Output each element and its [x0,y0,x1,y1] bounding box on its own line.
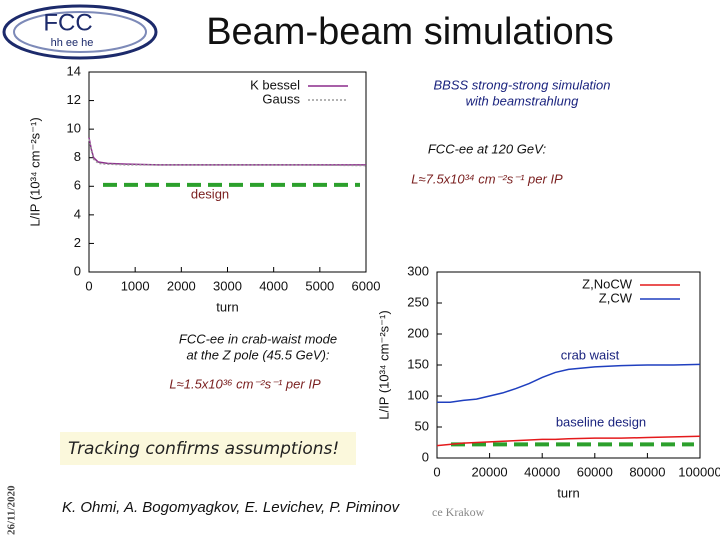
chart: 0 50 100 150 200 250 300 0 20000 40000 60000 80000 1… [376,258,720,540]
callout-box [60,432,356,465]
series-line [88,138,367,167]
x-tick-label: 1000 [121,278,150,293]
note: crab waist [561,347,620,362]
series-line [436,435,701,447]
y-tick-label: 2 [74,235,81,250]
x-tick-label: 4000 [259,278,288,293]
series-line [437,363,701,403]
x-tick-label: 20000 [472,464,508,479]
legend-label: Gauss [262,91,300,106]
y-tick-label: 50 [415,418,429,433]
reference-label: design [191,186,229,201]
authors: K. Ohmi, A. Bogomyagkov, E. Levichev, P.… [62,499,401,516]
y-axis-label: L/IP (10³⁴ cm⁻²s⁻¹) [376,310,391,419]
y-tick-label: 250 [407,294,429,309]
logo-text: FCC [43,9,92,36]
note: L≈7.5x10³⁴ cm⁻²s⁻¹ per IP [411,171,563,186]
note: L≈1.5x10³⁶ cm⁻²s⁻¹ per IP [169,376,321,391]
y-tick-label: 0 [422,449,429,464]
logo-sub: hh ee he [51,37,94,49]
y-tick-label: 6 [74,178,81,193]
x-axis-label: turn [216,299,238,314]
x-tick-label: 80000 [629,464,665,479]
y-tick-label: 200 [407,325,429,340]
note: FCC-ee at 120 GeV: [428,141,547,156]
series-line [88,137,366,166]
legend-label: Z,NoCW [582,276,633,291]
plot-frame [88,71,367,273]
x-tick-label: 6000 [352,278,381,293]
y-tick-label: 8 [74,149,81,164]
x-tick-label: 0 [433,464,440,479]
logo: FCC hh ee he [2,4,158,60]
slide-title: Beam-beam simulations [206,11,614,53]
x-tick-label: 0 [85,278,92,293]
y-tick-label: 10 [67,121,81,136]
note: baseline design [556,414,646,429]
note: BBSS strong-strong simulation [433,77,610,92]
y-tick-label: 100 [407,387,429,402]
x-axis-label: turn [557,485,579,500]
y-axis-label: L/IP (10³⁴ cm⁻²s⁻¹) [27,117,42,226]
chart-bg [398,258,720,540]
note: FCC-ee in crab-waist mode [179,331,337,346]
legend-label: Z,CW [599,290,633,305]
x-tick-label: 5000 [305,278,334,293]
chart: 0 2 4 6 8 10 12 14 0 1000 2000 3000 4000 5000 6000 turn… [27,63,380,314]
legend-label: K bessel [250,77,300,92]
date: 26/11/2020 [6,485,18,535]
place: ce Krakow [432,505,485,519]
logo-ring [13,11,147,53]
note: at the Z pole (45.5 GeV): [186,347,329,362]
x-tick-label: 100000 [678,464,720,479]
callout: Tracking confirms assumptions! [68,439,339,459]
y-tick-label: 300 [407,263,429,278]
x-tick-label: 40000 [524,464,560,479]
note: with beamstrahlung [466,93,579,108]
y-tick-label: 14 [67,63,81,78]
logo-ring [2,4,158,60]
x-tick-label: 3000 [213,278,242,293]
y-tick-label: 12 [67,92,81,107]
y-tick-label: 150 [407,356,429,371]
y-tick-label: 0 [74,263,81,278]
y-tick-label: 4 [74,206,81,221]
x-tick-label: 60000 [577,464,613,479]
annotations: BBSS strong-strong simulation with beams… [60,77,646,465]
x-tick-label: 2000 [167,278,196,293]
